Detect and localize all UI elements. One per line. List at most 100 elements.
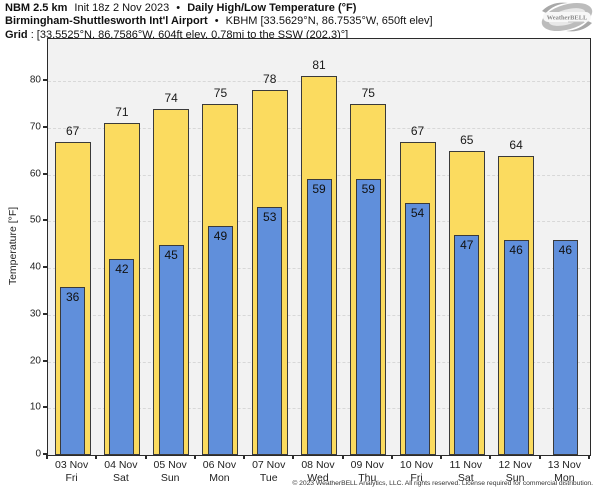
header-line-2: Birmingham-Shuttlesworth Int'l Airport •… xyxy=(5,15,433,28)
x-tick-day: Fri xyxy=(410,472,423,484)
x-tick-date: 03 Nov xyxy=(54,459,89,471)
low-temp-bar: 47 xyxy=(454,235,480,455)
x-tick-mark xyxy=(292,455,295,459)
x-tick-label: 08 Nov Wed xyxy=(293,459,342,485)
high-temp-value: 67 xyxy=(65,123,80,138)
low-temp-bar: 59 xyxy=(306,179,332,455)
x-tick-mark xyxy=(243,455,246,459)
low-temp-bar: 46 xyxy=(503,240,529,455)
swirl-logo-icon: WeatherBELL xyxy=(541,2,593,32)
model-name: NBM 2.5 km xyxy=(5,2,68,14)
x-tick-mark xyxy=(390,455,393,459)
y-tick-label: 10 xyxy=(29,401,41,413)
x-tick-day: Thu xyxy=(358,472,377,484)
station-info: KBHM [33.5629°N, 86.7535°W, 650ft elev] xyxy=(225,15,433,28)
x-tick-date: 08 Nov xyxy=(301,459,335,471)
y-tick-mark xyxy=(43,453,47,455)
copyright-text: © 2023 WeatherBELL Analytics, LLC. All r… xyxy=(292,480,593,487)
y-tick-mark xyxy=(43,359,47,362)
low-temp-bar: 53 xyxy=(257,207,283,455)
low-temp-bar: 54 xyxy=(405,202,431,455)
high-temp-value: 71 xyxy=(115,105,129,120)
x-tick-label: 13 Nov Mon xyxy=(540,459,589,485)
x-tick-label: 06 Nov Mon xyxy=(195,459,244,485)
grid-info: : [33.5525°N, 86.7586°W, 604ft elev, 0.7… xyxy=(30,28,349,41)
high-temp-value: 81 xyxy=(312,58,326,73)
y-tick-mark xyxy=(43,312,47,315)
chart-title: Daily High/Low Temperature (°F) xyxy=(187,2,357,14)
low-temp-bar: 45 xyxy=(158,244,184,455)
high-temp-value: 65 xyxy=(460,133,474,148)
x-tick-day: Sun xyxy=(160,472,180,484)
x-tick-date: 12 Nov xyxy=(498,459,532,471)
x-tick-label: 11 Nov Sat xyxy=(441,459,490,485)
x-tick-day: Wed xyxy=(307,472,329,484)
x-tick-mark xyxy=(440,455,443,459)
x-tick-mark xyxy=(538,455,541,459)
x-tick-mark xyxy=(489,455,492,459)
high-temp-value: 75 xyxy=(213,86,228,101)
low-temp-bar: 46 xyxy=(552,240,578,455)
x-tick-mark xyxy=(95,455,98,459)
y-tick-label: 60 xyxy=(29,168,41,180)
grid-label: Grid xyxy=(5,28,28,41)
x-tick-date: 07 Nov xyxy=(252,459,286,471)
x-tick-day: Mon xyxy=(554,472,575,484)
high-temp-value: 75 xyxy=(361,86,375,101)
high-temp-value: 64 xyxy=(509,137,523,152)
chart-header: NBM 2.5 km Init 18z 2 Nov 2023 • Daily H… xyxy=(5,2,433,42)
low-temp-bar: 42 xyxy=(109,258,135,455)
x-tick-date: 10 Nov xyxy=(399,459,434,471)
y-tick-mark xyxy=(43,125,47,128)
x-tick-day: Mon xyxy=(209,472,230,484)
plot-area: 67 36 71 42 74 45 75 49 78 53 81 59 75 59 67 54 65 47 64 46… xyxy=(47,38,591,456)
x-tick-mark xyxy=(193,455,196,459)
x-tick-date: 05 Nov xyxy=(153,459,187,471)
x-tick-mark xyxy=(144,455,147,459)
x-tick-date: 11 Nov xyxy=(449,459,483,471)
x-tick-mark xyxy=(46,455,48,459)
x-tick-day: Tue xyxy=(259,472,278,484)
y-tick-mark xyxy=(43,219,47,222)
high-temp-value: 78 xyxy=(263,72,277,87)
x-tick-label: 04 Nov Sat xyxy=(96,459,145,485)
x-tick-mark xyxy=(588,455,590,459)
x-tick-date: 04 Nov xyxy=(104,459,138,471)
header-line-3: Grid : [33.5525°N, 86.7586°W, 604ft elev… xyxy=(5,29,433,42)
y-tick-mark xyxy=(43,172,47,175)
x-tick-label: 09 Nov Thu xyxy=(343,459,392,485)
high-temp-value: 67 xyxy=(410,123,425,138)
x-tick-day: Sun xyxy=(505,472,525,484)
header-line-1: NBM 2.5 km Init 18z 2 Nov 2023 • Daily H… xyxy=(5,2,433,15)
low-temp-bar: 59 xyxy=(355,179,381,455)
x-tick-day: Fri xyxy=(65,472,78,484)
x-tick-day: Sat xyxy=(113,472,129,484)
bullet-separator: • xyxy=(214,15,219,28)
y-tick-label: 70 xyxy=(29,121,41,133)
y-tick-label: 40 xyxy=(29,261,41,273)
low-temp-bar: 49 xyxy=(207,225,233,455)
y-tick-label: 0 xyxy=(35,448,41,460)
x-tick-date: 13 Nov xyxy=(547,459,581,471)
bullet-separator: • xyxy=(176,2,181,14)
y-tick-label: 80 xyxy=(29,74,41,86)
y-tick-mark xyxy=(43,79,47,82)
high-temp-value: 74 xyxy=(164,91,178,106)
y-tick-mark xyxy=(43,406,47,409)
weatherbell-logo: WeatherBELL xyxy=(538,1,596,34)
x-tick-label: 03 Nov Fri xyxy=(47,459,96,485)
x-tick-label: 05 Nov Sun xyxy=(146,459,195,485)
x-tick-date: 06 Nov xyxy=(202,459,237,471)
x-tick-date: 09 Nov xyxy=(350,459,384,471)
init-time: Init 18z 2 Nov 2023 xyxy=(74,2,170,14)
x-tick-label: 07 Nov Tue xyxy=(244,459,293,485)
y-tick-label: 20 xyxy=(29,355,41,367)
y-tick-label: 50 xyxy=(29,214,41,226)
x-tick-label: 12 Nov Sun xyxy=(490,459,539,485)
y-tick-mark xyxy=(43,266,47,269)
x-tick-mark xyxy=(341,455,344,459)
low-temp-bar: 36 xyxy=(60,286,86,455)
logo-text: WeatherBELL xyxy=(547,15,587,22)
x-tick-day: Sat xyxy=(457,472,474,484)
